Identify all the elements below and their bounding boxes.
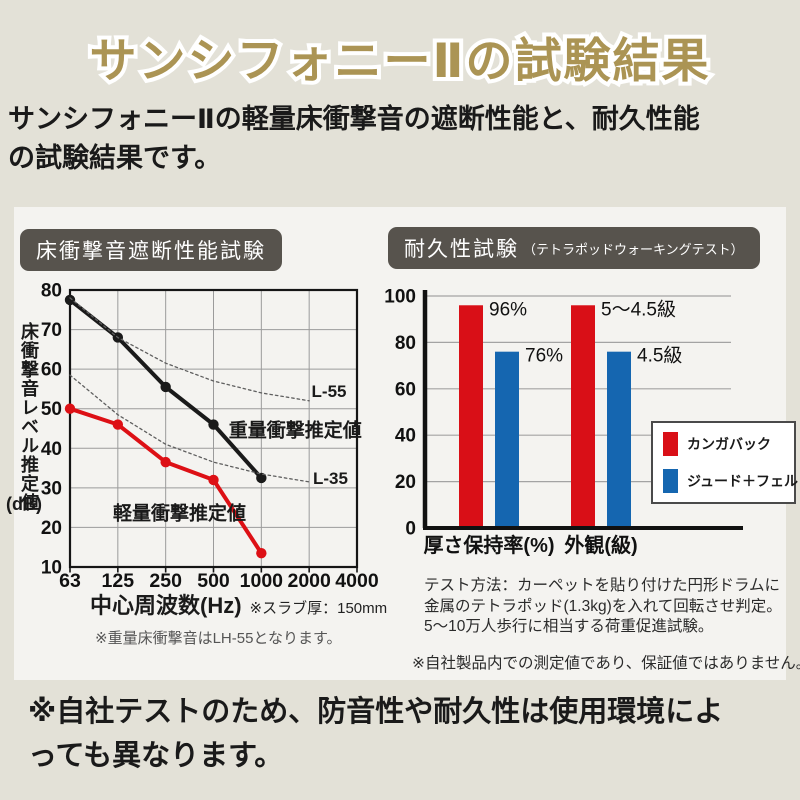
series-point-重量衝撃推定値	[160, 381, 171, 393]
subtitle-line-2: の試験結果です。	[8, 143, 222, 173]
legend-label-jute-felt: ジュード＋フェルト	[687, 473, 800, 489]
line-chart-y-axis-unit: (dB)	[6, 494, 42, 514]
bar-カンガバック-外観(級)	[571, 305, 595, 526]
x-tick-label: 1000	[240, 570, 284, 592]
series-point-軽量衝撃推定値	[160, 456, 171, 468]
x-tick-label: 2000	[287, 570, 331, 592]
x-axis-label-main: 中心周波数(Hz)	[90, 593, 242, 618]
left-chart-title: 床衝撃音遮断性能試験	[36, 240, 266, 263]
bar-value-label: 4.5級	[637, 345, 682, 367]
right-chart-title: 耐久性試験	[404, 238, 519, 261]
y-tick-label: 20	[395, 472, 416, 493]
annotation-軽量衝撃推定値: 軽量衝撃推定値	[113, 502, 246, 525]
red-swatch-icon	[663, 432, 678, 456]
y-tick-label: 40	[41, 439, 62, 460]
subtitle-line-1: サンシフォニーⅡの軽量床衝撃音の遮断性能と、耐久性能	[8, 104, 700, 134]
legend-label-kangaback: カンガバック	[687, 436, 771, 452]
y-tick-label: 50	[41, 399, 62, 420]
line-chart-footnote: ※重量床衝撃音はLH-55となります。	[95, 630, 342, 647]
page-title-outline: サンシフォニーⅡの試験結果	[86, 30, 713, 91]
right-chart-title-note: （テトラポッドウォーキングテスト）	[523, 241, 744, 257]
legend-item-jute-felt: ジュード＋フェルト	[663, 469, 800, 493]
y-tick-label: 30	[41, 478, 62, 499]
bar-value-label: 5〜4.5級	[601, 298, 676, 320]
footer-line-2: っても異なります。	[28, 740, 284, 772]
y-tick-label: 100	[384, 287, 416, 308]
y-tick-label: 80	[41, 281, 62, 302]
legend-item-kangaback: カンガバック	[663, 432, 784, 456]
x-tick-label: 250	[149, 570, 182, 592]
bar-ジュード＋フェルト-外観(級)	[607, 351, 631, 526]
series-point-軽量衝撃推定値	[256, 547, 267, 559]
measurement-disclaimer: ※自社製品内での測定値であり、保証値ではありません。	[412, 655, 800, 672]
y-tick-label: 20	[41, 518, 62, 539]
series-point-重量衝撃推定値	[208, 419, 219, 430]
annotation-重量衝撃推定値: 重量衝撃推定値	[229, 418, 362, 441]
bar-ジュード＋フェルト-厚さ保持率(%)	[495, 351, 519, 526]
series-point-重量衝撃推定値	[256, 472, 267, 484]
page-subtitle: サンシフォニーⅡの軽量床衝撃音の遮断性能と、耐久性能 の試験結果です。	[8, 100, 796, 178]
method-line-3: 5〜10万人歩行に相当する荷重促進試験。	[424, 618, 714, 635]
series-point-軽量衝撃推定値	[112, 419, 124, 430]
right-chart-header-badge: 耐久性試験 （テトラポッドウォーキングテスト）	[388, 227, 760, 269]
y-tick-label: 60	[395, 379, 416, 400]
line-chart-y-axis-label: 床衝撃音レベル推定値	[19, 322, 39, 512]
series-point-軽量衝撃推定値	[64, 403, 76, 414]
bar-カンガバック-厚さ保持率(%)	[459, 305, 483, 526]
series-point-重量衝撃推定値	[64, 294, 76, 306]
y-tick-label: 80	[395, 333, 416, 354]
method-line-2: 金属のテトラポッド(1.3kg)を入れて回転させ判定。	[424, 597, 782, 615]
category-label: 厚さ保持率(%)	[423, 533, 554, 557]
y-tick-label: 70	[41, 320, 62, 341]
footer-line-1: ※自社テストのため、防音性や耐久性は使用環境によ	[28, 696, 724, 728]
x-axis-label-note: ※スラブ厚：150mm	[249, 600, 388, 617]
x-tick-label: 500	[197, 570, 230, 592]
bar-value-label: 76%	[525, 346, 563, 367]
x-tick-label: 125	[102, 570, 135, 592]
footer-disclaimer: ※自社テストのため、防音性や耐久性は使用環境によ っても異なります。	[28, 690, 723, 778]
y-tick-label: 10	[41, 558, 62, 579]
page-title: サンシフォニーⅡの試験結果 サンシフォニーⅡの試験結果	[0, 22, 800, 91]
page-title-text: サンシフォニーⅡの試験結果	[89, 34, 711, 87]
line-chart-x-axis-label: 中心周波数(Hz) ※スラブ厚：150mm	[90, 588, 387, 620]
left-chart-header-badge: 床衝撃音遮断性能試験	[20, 229, 282, 271]
y-tick-label: 60	[41, 360, 62, 381]
method-line-1: テスト方法：カーペットを貼り付けた円形ドラムに	[424, 577, 781, 594]
x-tick-label: 4000	[335, 570, 379, 592]
category-label: 外観(級)	[564, 533, 637, 557]
durability-bar-chart: 100 80 60 40 20 0 96% 76% 厚さ保持率(%) 5〜4.5級 4.5級外観(級…	[384, 287, 743, 557]
blue-swatch-icon	[663, 469, 678, 493]
annotation-L-55: L-55	[312, 382, 347, 401]
bar-value-label: 96%	[489, 299, 527, 320]
series-line-L-35	[69, 374, 310, 483]
test-method-notes: テスト方法：カーペットを貼り付けた円形ドラムに 金属のテトラポッド(1.3kg)…	[424, 576, 782, 638]
x-tick-label: 63	[59, 570, 81, 592]
bar-chart-legend: カンガバック ジュード＋フェルト	[651, 421, 800, 504]
annotation-L-35: L-35	[313, 469, 348, 488]
y-tick-label: 40	[395, 426, 416, 447]
y-tick-label: 0	[405, 519, 416, 540]
series-line-L-55	[69, 297, 310, 402]
series-point-軽量衝撃推定値	[208, 474, 219, 486]
